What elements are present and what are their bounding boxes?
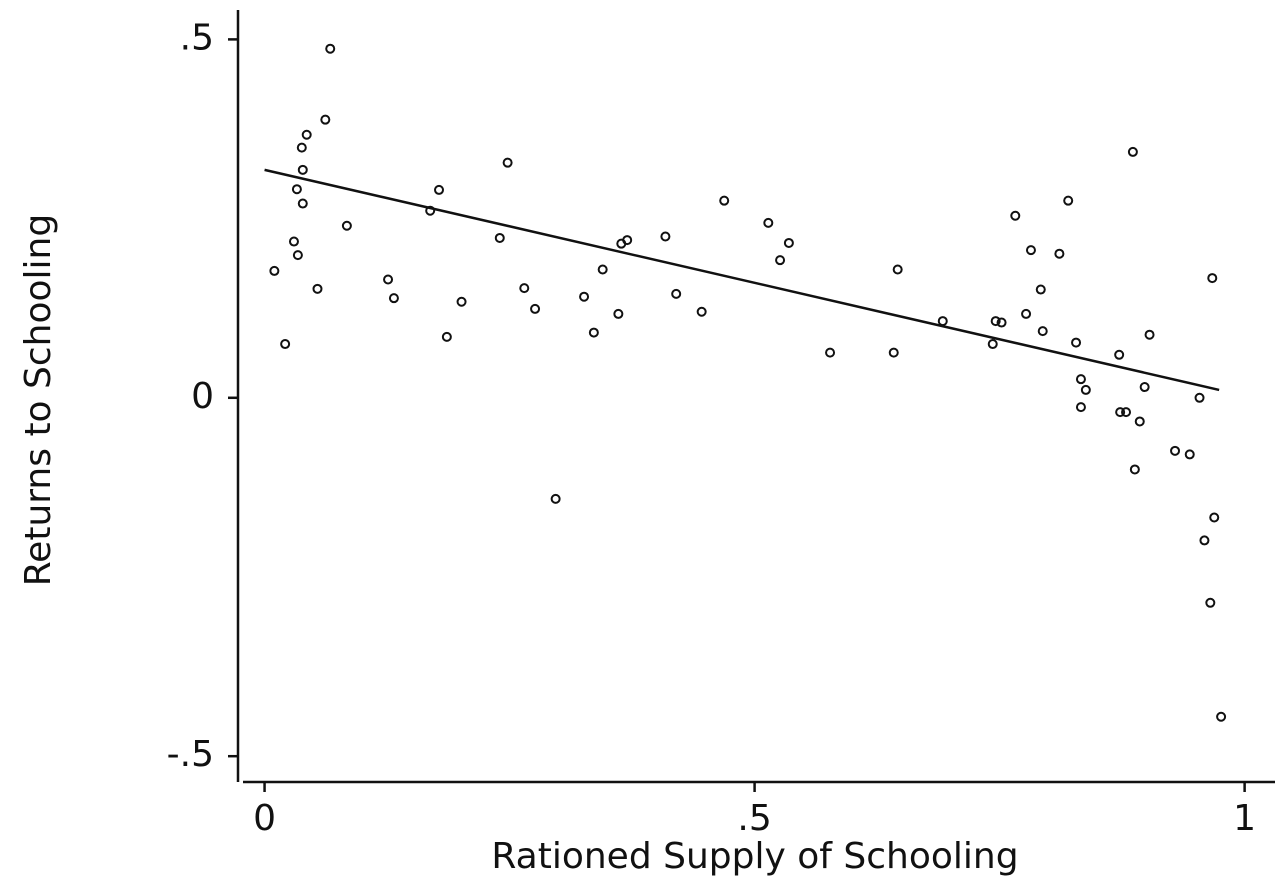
point xyxy=(1054,248,1065,259)
point xyxy=(383,274,394,285)
point xyxy=(530,303,541,314)
point xyxy=(425,205,436,216)
point xyxy=(1035,284,1046,295)
point xyxy=(1114,349,1125,360)
point xyxy=(1205,597,1216,608)
point xyxy=(888,347,899,358)
point xyxy=(1071,337,1082,348)
point xyxy=(1184,449,1195,460)
point xyxy=(1194,392,1205,403)
point xyxy=(996,317,1007,328)
x-tick-label: .5 xyxy=(737,798,771,839)
point xyxy=(494,232,505,243)
point xyxy=(312,283,323,294)
point xyxy=(292,250,303,261)
point xyxy=(269,265,280,276)
point xyxy=(1139,382,1150,393)
point xyxy=(502,157,513,168)
point xyxy=(1115,407,1126,418)
point xyxy=(775,255,786,266)
x-tick-label: 1 xyxy=(1233,798,1256,839)
point xyxy=(1170,445,1181,456)
y-tick-label: -.5 xyxy=(167,734,214,775)
y-axis-title: Returns to Schooling xyxy=(18,214,59,586)
point xyxy=(550,493,561,504)
fit-line xyxy=(264,168,1220,392)
point xyxy=(434,184,445,195)
point xyxy=(325,43,336,54)
point xyxy=(388,293,399,304)
point xyxy=(660,231,671,242)
point xyxy=(1025,245,1036,256)
point xyxy=(1134,416,1145,427)
point xyxy=(597,264,608,275)
point xyxy=(783,237,794,248)
point xyxy=(280,339,291,350)
point xyxy=(1216,711,1227,722)
point xyxy=(456,296,467,307)
point xyxy=(1209,512,1220,523)
y-tick-label: 0 xyxy=(191,376,214,417)
point xyxy=(1127,146,1138,157)
point xyxy=(1207,273,1218,284)
point xyxy=(519,283,530,294)
point xyxy=(719,195,730,206)
x-axis-title: Rationed Supply of Schooling xyxy=(491,836,1018,877)
point xyxy=(1021,308,1032,319)
point xyxy=(613,308,624,319)
x-tick-label: 0 xyxy=(253,798,276,839)
point xyxy=(1037,326,1048,337)
point xyxy=(1075,402,1086,413)
point xyxy=(1080,384,1091,395)
point xyxy=(296,142,307,153)
y-tick-label: .5 xyxy=(180,17,214,58)
point xyxy=(622,235,633,246)
point xyxy=(301,129,312,140)
point xyxy=(1144,329,1155,340)
point xyxy=(341,220,352,231)
point xyxy=(288,236,299,247)
point xyxy=(763,217,774,228)
point xyxy=(696,306,707,317)
point xyxy=(671,288,682,299)
point xyxy=(588,327,599,338)
point xyxy=(987,339,998,350)
point xyxy=(291,184,302,195)
point xyxy=(990,316,1001,327)
point xyxy=(297,198,308,209)
point xyxy=(1075,374,1086,385)
point xyxy=(892,264,903,275)
point xyxy=(937,316,948,327)
point xyxy=(1010,210,1021,221)
point xyxy=(297,164,308,175)
point xyxy=(1129,464,1140,475)
point xyxy=(1121,407,1132,418)
point xyxy=(320,114,331,125)
point xyxy=(1063,195,1074,206)
point xyxy=(1199,535,1210,546)
point xyxy=(579,291,590,302)
point xyxy=(825,347,836,358)
point xyxy=(441,331,452,342)
